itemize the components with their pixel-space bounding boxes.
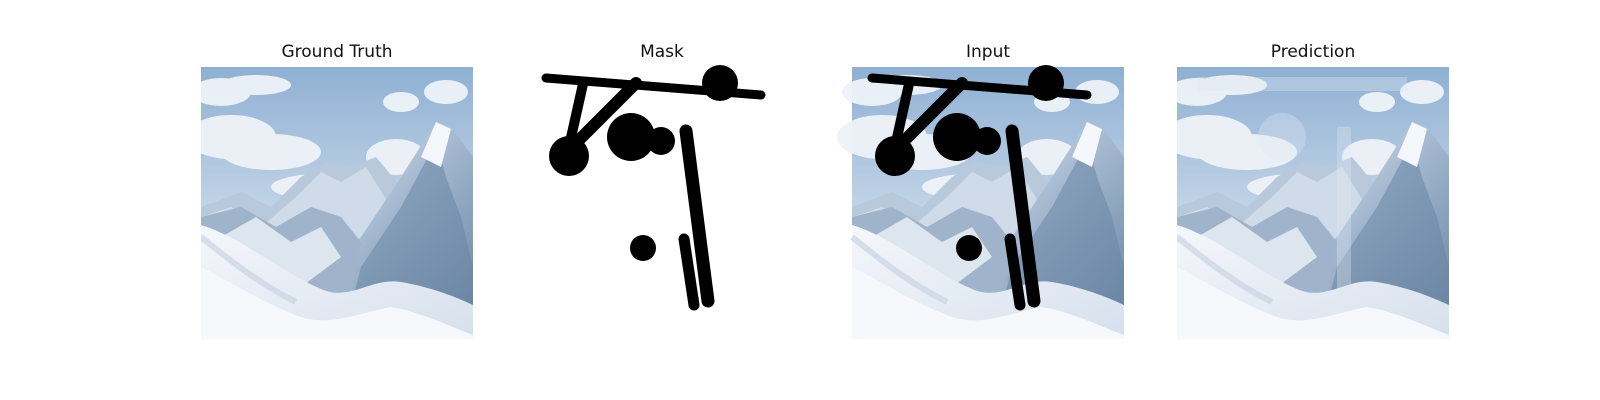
- ground-truth-image: [201, 67, 473, 339]
- input-image: [852, 67, 1124, 339]
- panel-title: Mask: [640, 42, 684, 62]
- panel-title: Ground Truth: [281, 42, 393, 62]
- prediction-image: [1177, 67, 1449, 339]
- panel-title: Prediction: [1270, 42, 1356, 62]
- panel-title: Input: [965, 42, 1011, 62]
- mask-image: [526, 67, 798, 339]
